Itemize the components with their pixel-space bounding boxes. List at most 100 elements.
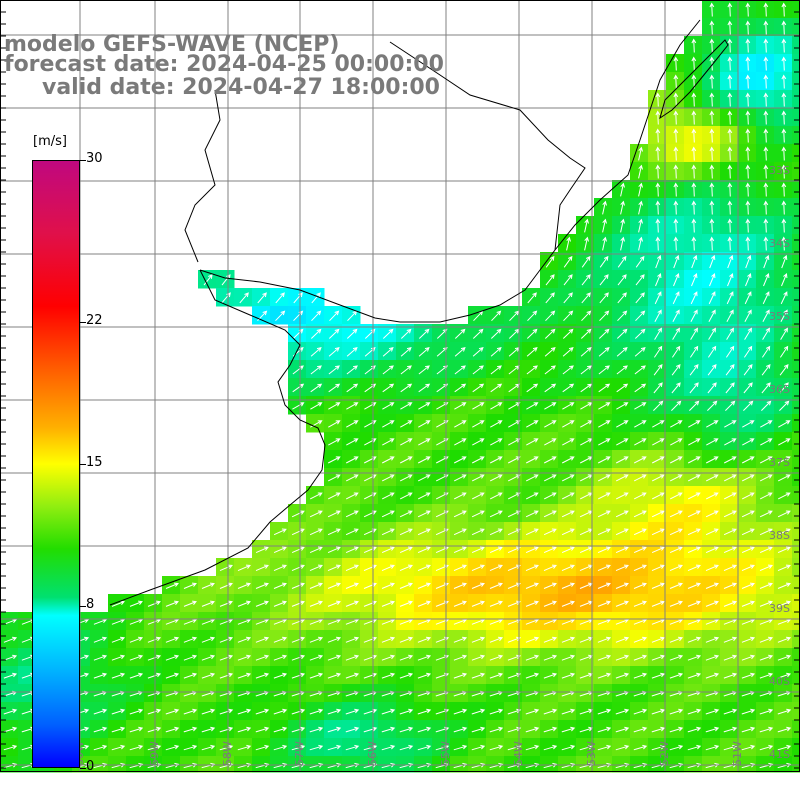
wind-cell [216,666,235,685]
wind-arrow [400,438,413,446]
wind-arrow [345,564,359,572]
title-model: modelo GEFS-WAVE (NCEP) [4,32,340,57]
wind-cell [126,594,145,613]
longitude-label: 58W [221,741,234,766]
coastline-argentina [109,269,326,606]
wind-arrow [781,92,787,107]
wind-arrow [237,636,252,643]
wind-cell [342,684,361,703]
wind-arrow [525,510,539,518]
wind-cell [738,54,757,73]
wind-arrow [781,200,787,215]
wind-cell [252,594,271,613]
wind-cell [306,558,325,577]
wind-cell [594,270,613,289]
wind-arrow [273,600,287,607]
wind-cell [522,432,541,451]
wind-cell [108,702,127,721]
wind-arrow [602,218,607,233]
wind-arrow [219,636,234,643]
wind-cell [18,630,37,649]
wind-cell [612,486,631,505]
wind-cell [558,450,577,469]
wind-cell [738,738,757,757]
colorbar-tick [80,322,86,324]
wind-cell [594,558,613,577]
wind-arrow [763,254,770,269]
wind-arrow [597,456,611,464]
wind-cell [612,270,631,289]
wind-cell [702,576,721,595]
wind-cell [666,216,685,235]
wind-cell [504,342,523,361]
wind-cell [666,468,685,487]
wind-arrow [597,744,612,751]
wind-arrow [597,582,611,589]
wind-arrow [399,672,414,679]
wind-cell [396,684,415,703]
wind-cell [360,486,379,505]
wind-cell [486,324,505,343]
wind-arrow [616,328,628,339]
wind-arrow [309,510,323,518]
wind-cell [162,720,181,739]
wind-cell [594,738,613,757]
wind-cell [756,522,775,541]
wind-arrow [147,708,162,715]
wind-arrow [655,110,661,125]
wind-cell [792,324,800,343]
wind-arrow [327,708,342,715]
wind-cell [18,702,37,721]
wind-arrow [727,164,733,179]
wind-cell [324,648,343,667]
wind-cell [720,378,739,397]
wind-cell [396,576,415,595]
wind-cell [18,684,37,703]
wind-cell [540,666,559,685]
wind-arrow [309,546,323,554]
wind-arrow [381,726,396,733]
wind-cell [576,504,595,523]
wind-arrow [741,546,755,554]
wind-cell [558,648,577,667]
wind-arrow [237,708,252,715]
wind-cell [162,648,181,667]
wind-arrow [453,672,468,679]
wind-cell [522,684,541,703]
wind-arrow [543,474,557,482]
wind-arrow [544,328,556,339]
wind-cell [648,378,667,397]
wind-arrow [363,726,378,733]
wind-cell [792,450,800,469]
wind-cell [594,342,613,361]
wind-arrow [745,182,751,197]
wind-cell [540,360,559,379]
wind-cell [720,684,739,703]
wind-cell [486,396,505,415]
wind-arrow [634,328,646,339]
wind-arrow [745,254,752,269]
wind-arrow [345,726,360,733]
wind-arrow [759,582,773,589]
wind-arrow [93,672,108,679]
wind-arrow [745,20,751,35]
wind-cell [522,648,541,667]
wind-arrow [745,200,751,215]
wind-arrow [638,200,643,215]
wind-cell [432,612,451,631]
wind-arrow [691,146,697,161]
wind-cell [612,306,631,325]
wind-cell [720,504,739,523]
wind-cell [648,288,667,307]
wind-cell [90,738,109,757]
wind-cell [144,702,163,721]
wind-cell [252,720,271,739]
wind-cell [360,396,379,415]
wind-arrow [561,492,575,500]
wind-arrow [507,636,522,643]
wind-arrow [563,310,574,322]
wind-cell [576,306,595,325]
wind-cell [288,630,307,649]
wind-arrow [651,492,665,500]
wind-arrow [655,92,661,107]
